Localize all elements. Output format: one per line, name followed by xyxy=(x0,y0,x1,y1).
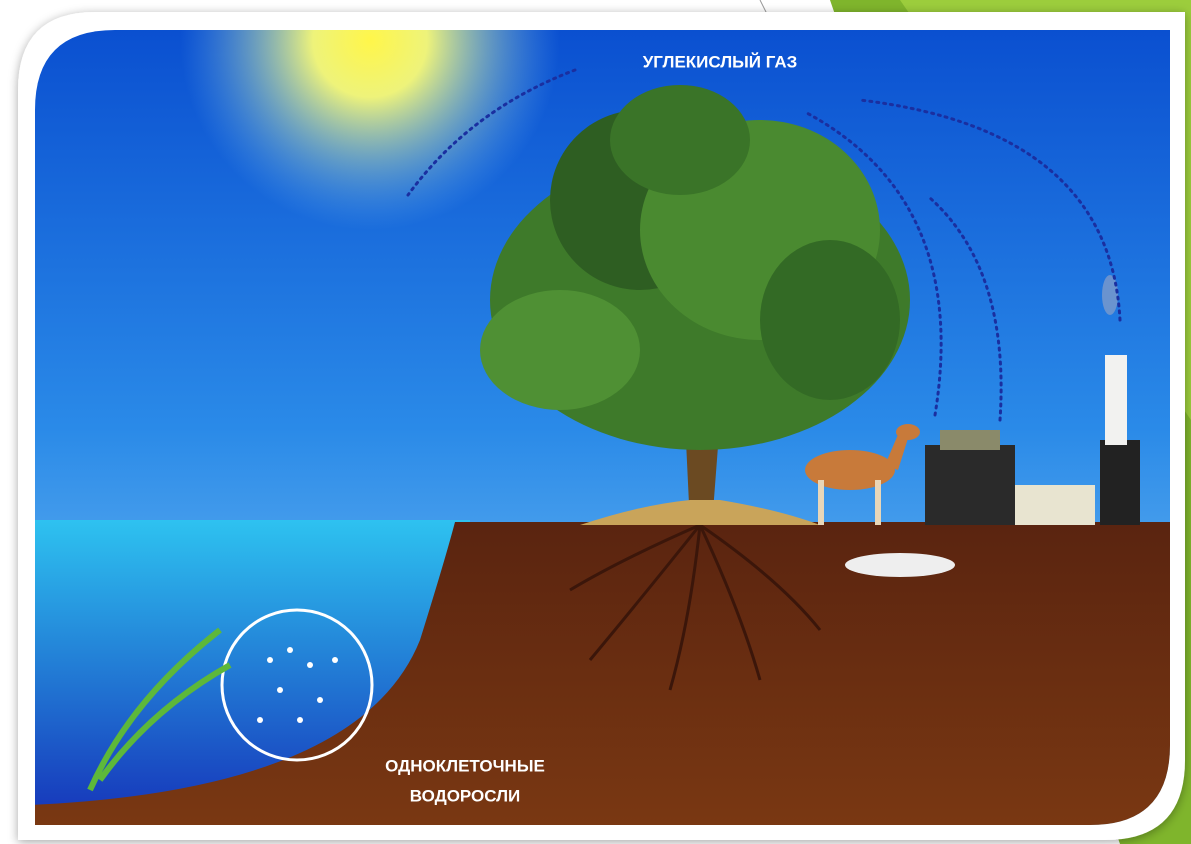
co2-label: УГЛЕКИСЛЫЙ ГАЗ xyxy=(643,52,798,71)
illustration: УГЛЕКИСЛЫЙ ГАЗ ОДНОКЛЕТОЧНЫЕ ВОДОРОСЛИ xyxy=(30,0,1175,830)
slide: УГЛЕКИСЛЫЙ ГАЗ ОДНОКЛЕТОЧНЫЕ ВОДОРОСЛИ xyxy=(0,0,1191,844)
algae-label: ОДНОКЛЕТОЧНЫЕ xyxy=(385,756,545,775)
carcass xyxy=(845,553,955,577)
algae-label: ВОДОРОСЛИ xyxy=(410,786,521,805)
